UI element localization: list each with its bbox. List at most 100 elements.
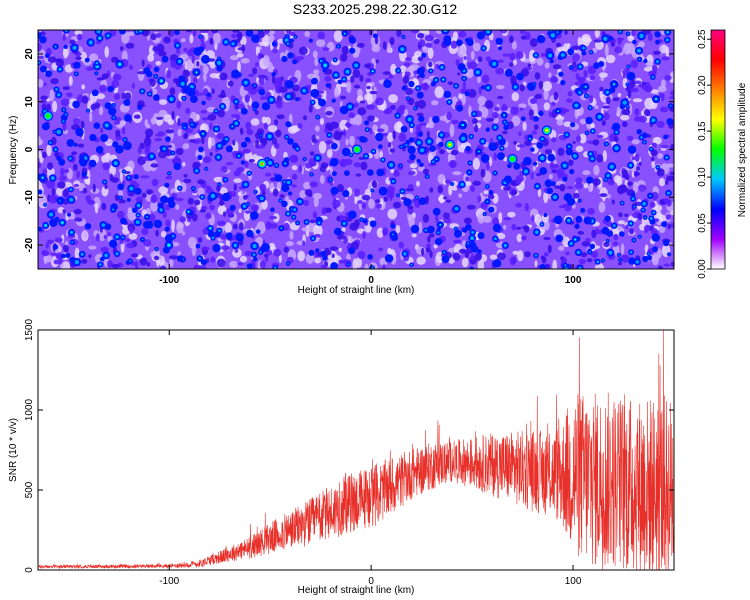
- heatmap-spot: [220, 139, 228, 146]
- heatmap-cell: [59, 175, 67, 181]
- heatmap-cell: [165, 129, 175, 134]
- heatmap-cell: [601, 120, 606, 126]
- heatmap-cell: [389, 36, 395, 46]
- heatmap-cell: [239, 127, 244, 135]
- heatmap-cell: [478, 86, 482, 95]
- heatmap-cell: [165, 175, 173, 180]
- heatmap-cell: [279, 86, 288, 93]
- heatmap-cell: [62, 33, 66, 42]
- heatmap-cell: [311, 134, 316, 143]
- heatmap-spot: [468, 133, 475, 140]
- heatmap-cell: [219, 234, 228, 240]
- heatmap-cell: [267, 125, 278, 133]
- heatmap-spot: [52, 146, 59, 153]
- heatmap-cell: [231, 33, 237, 39]
- heatmap-spot: [49, 218, 58, 227]
- heatmap-cell: [175, 204, 180, 210]
- heatmap-spot: [571, 152, 579, 160]
- colorbar-ticks: 0.00 0.05 0.10 0.15 0.20 0.25: [697, 29, 711, 279]
- heatmap-spot: [369, 68, 376, 75]
- heatmap-cell: [618, 262, 623, 266]
- heatmap-cell: [200, 110, 207, 114]
- heatmap-cell: [304, 189, 313, 196]
- heatmap-cell: [66, 92, 73, 98]
- heatmap-cell: [197, 179, 205, 185]
- heatmap-cell: [75, 56, 82, 60]
- heatmap-spot: [648, 215, 655, 222]
- heatmap-spot: [320, 250, 326, 257]
- heatmap-cell: [353, 103, 359, 108]
- heatmap-cell: [338, 259, 345, 264]
- heatmap-x-tick-label: 0: [368, 275, 374, 286]
- heatmap-cell: [670, 90, 674, 96]
- heatmap-spot: [54, 127, 64, 137]
- heatmap-cell: [168, 30, 175, 37]
- heatmap-spot: [113, 233, 121, 241]
- heatmap-spot: [446, 98, 453, 106]
- heatmap-spot: [491, 123, 499, 131]
- heatmap-cell: [81, 259, 88, 264]
- heatmap-cell: [55, 58, 65, 67]
- heatmap-cell: [112, 73, 122, 81]
- heatmap-spot: [125, 142, 131, 149]
- heatmap-cell: [244, 94, 250, 103]
- heatmap-cell: [259, 260, 266, 269]
- heatmap-spot: [208, 191, 218, 201]
- heatmap-spot: [139, 88, 146, 95]
- snr-y-axis: 0 500 1000 1500: [24, 318, 674, 573]
- heatmap-spot: [499, 145, 505, 151]
- heatmap-cell: [252, 67, 258, 75]
- heatmap-spot: [617, 30, 624, 35]
- heatmap-spot: [147, 152, 156, 161]
- heatmap-cell: [376, 203, 382, 209]
- heatmap-cell: [40, 113, 44, 117]
- heatmap-cell: [463, 217, 472, 225]
- heatmap-cell: [666, 175, 674, 182]
- heatmap-spot: [544, 179, 553, 188]
- heatmap-spot: [609, 87, 616, 94]
- heatmap-spot: [563, 131, 571, 139]
- heatmap-spot: [204, 166, 209, 171]
- heatmap-spot: [44, 53, 50, 59]
- heatmap-cell: [375, 59, 379, 64]
- heatmap-cell: [299, 190, 307, 199]
- heatmap-cell: [322, 47, 330, 52]
- heatmap-spot: [308, 249, 315, 256]
- heatmap-cell: [398, 241, 404, 249]
- heatmap-cell: [603, 112, 610, 121]
- heatmap-cell: [579, 78, 585, 86]
- snr-x-tick-label: 100: [565, 576, 582, 587]
- heatmap-cell: [275, 129, 282, 138]
- heatmap-cell: [201, 246, 210, 251]
- heatmap-spot: [201, 100, 206, 106]
- heatmap-spot: [457, 63, 466, 71]
- heatmap-spot: [407, 145, 416, 155]
- heatmap-cell: [667, 223, 671, 230]
- heatmap-spot: [473, 68, 483, 77]
- heatmap-cell: [557, 147, 565, 156]
- heatmap-spot: [458, 134, 468, 144]
- heatmap-spot: [169, 196, 175, 202]
- heatmap-cell: [209, 122, 213, 130]
- heatmap-cell: [361, 202, 367, 209]
- heatmap-cell: [670, 71, 674, 79]
- heatmap-spot: [640, 200, 648, 208]
- heatmap-cell: [528, 109, 535, 118]
- heatmap-cell: [131, 82, 135, 89]
- heatmap-cell: [207, 136, 212, 150]
- heatmap-cell: [364, 263, 369, 269]
- heatmap-cell: [333, 30, 343, 43]
- heatmap-cell: [402, 75, 410, 84]
- heatmap-spot: [589, 243, 596, 250]
- heatmap-spot: [359, 136, 366, 143]
- heatmap-spot: [330, 262, 338, 269]
- heatmap-cell: [437, 185, 443, 194]
- heatmap-spot: [432, 115, 440, 123]
- heatmap-cell: [50, 252, 58, 256]
- heatmap-spot: [401, 85, 407, 91]
- heatmap-spot: [548, 30, 558, 40]
- heatmap-spot: [443, 35, 452, 44]
- heatmap-cell: [383, 196, 388, 202]
- heatmap-spot: [65, 252, 71, 258]
- heatmap-cell: [125, 238, 131, 242]
